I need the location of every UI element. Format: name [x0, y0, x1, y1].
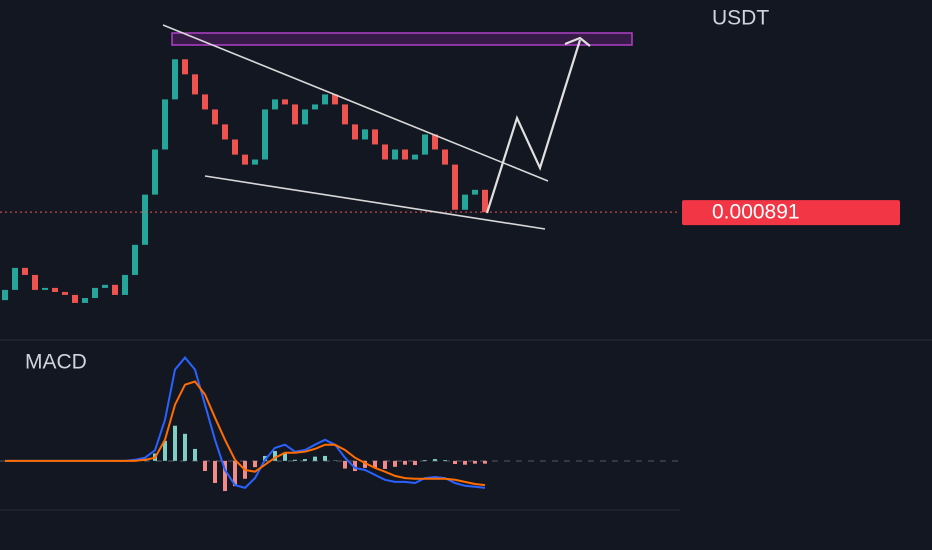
candle-body — [302, 109, 308, 125]
candle-body — [42, 287, 48, 290]
candle-body — [152, 149, 158, 195]
candle-body — [1, 289, 8, 301]
candle-body — [452, 164, 458, 210]
candle-body — [352, 124, 358, 140]
candle-body — [32, 274, 38, 290]
candle-body — [162, 99, 168, 150]
candle-body — [312, 104, 318, 110]
candle-body — [422, 134, 428, 155]
histogram-bar — [283, 452, 287, 461]
histogram-bar — [473, 460, 477, 464]
histogram-bar — [273, 451, 277, 461]
candle-body — [252, 159, 258, 165]
histogram-bar — [433, 459, 437, 461]
histogram-bar — [463, 460, 467, 465]
arrow-head — [564, 36, 591, 47]
histogram-bar — [233, 460, 237, 487]
histogram-bar — [373, 460, 377, 468]
lower-trendline — [204, 175, 546, 230]
histogram-bar — [423, 460, 427, 461]
candle-body — [142, 194, 148, 245]
candle-body — [122, 274, 128, 295]
candle-body — [62, 291, 68, 295]
candle-body — [22, 267, 28, 275]
histogram-bar — [223, 460, 227, 492]
candle-body — [482, 189, 488, 213]
candle-body — [272, 99, 278, 110]
histogram-bar — [203, 460, 207, 472]
candle-body — [232, 139, 238, 155]
histogram-bar — [313, 456, 317, 461]
candle-body — [202, 94, 208, 110]
candle-body — [342, 104, 348, 125]
histogram-bar — [393, 460, 397, 467]
candle-body — [82, 298, 88, 303]
macd-line — [5, 380, 486, 487]
upper-trendline — [162, 24, 549, 182]
candle-body — [52, 287, 58, 292]
candle-body — [112, 284, 118, 295]
candle-body — [332, 94, 338, 105]
candle-body — [92, 287, 98, 299]
candle-body — [222, 124, 228, 140]
histogram-bar — [353, 460, 357, 472]
histogram-bar — [183, 433, 187, 461]
histogram-bar — [293, 459, 297, 461]
candle-body — [192, 74, 198, 95]
histogram-bar — [343, 460, 347, 469]
histogram-bar — [193, 448, 197, 461]
candle-body — [362, 129, 368, 140]
marks — [0, 59, 680, 492]
histogram-bar — [253, 460, 257, 468]
histogram-bar — [323, 455, 327, 461]
candle-body — [212, 109, 218, 125]
candle-body — [172, 59, 178, 100]
candle-body — [462, 194, 468, 210]
labels: 0.000891 — [682, 200, 900, 226]
histogram-bar — [403, 460, 407, 465]
histogram-bar — [383, 460, 387, 469]
target-zone — [171, 32, 633, 46]
candle-body — [432, 134, 438, 150]
histogram-bar — [483, 460, 487, 464]
histogram-bar — [173, 425, 177, 461]
candle-body — [442, 149, 448, 165]
last-price-tag — [682, 200, 900, 226]
candle-body — [72, 294, 78, 303]
histogram-bar — [163, 440, 167, 461]
candle-body — [242, 154, 248, 165]
candle-body — [102, 284, 108, 288]
candle-body — [372, 129, 378, 145]
histogram-bar — [363, 460, 367, 468]
projection-arrow — [485, 39, 582, 214]
candle-body — [132, 244, 138, 275]
candle-body — [182, 59, 188, 75]
histogram-bar — [303, 459, 307, 461]
currency-label: USDT — [712, 7, 769, 30]
candle-body — [262, 109, 268, 160]
indicator-title: MACD — [25, 351, 87, 374]
histogram-bar — [443, 460, 447, 461]
candle-body — [292, 104, 298, 125]
candle-body — [12, 267, 18, 290]
candle-body — [382, 144, 388, 160]
histogram-bar — [453, 460, 457, 465]
candle-body — [392, 149, 398, 160]
last-price-label: 0.000891 — [712, 201, 800, 224]
candle-body — [412, 154, 418, 160]
candle-body — [282, 99, 288, 105]
histogram-bar — [413, 460, 417, 466]
histogram-bar — [213, 460, 217, 483]
candle-body — [402, 149, 408, 160]
candle-body — [472, 189, 478, 195]
candle-body — [322, 94, 328, 105]
